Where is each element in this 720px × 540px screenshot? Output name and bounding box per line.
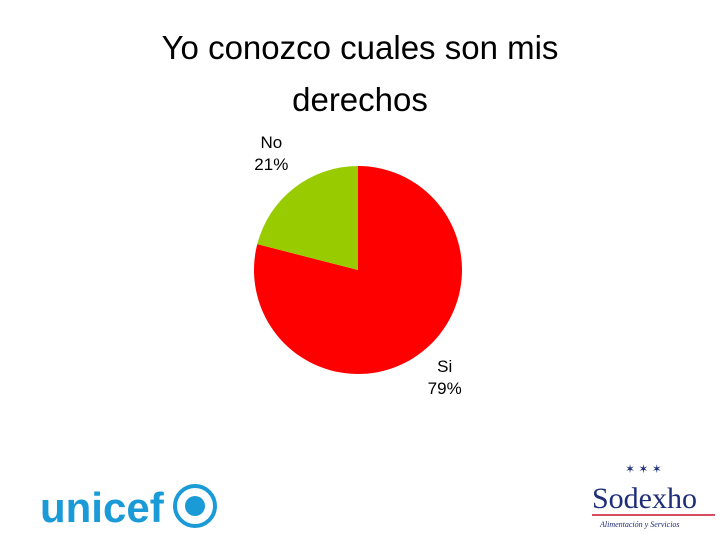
slice-value-label: 21%: [254, 155, 288, 174]
logo-emblem: [173, 484, 217, 528]
slice-label: Si: [437, 357, 452, 376]
slice-value-label: 79%: [428, 379, 462, 398]
pie-slice: [254, 166, 463, 375]
logo-tagline: Alimentación y Servicios: [599, 520, 680, 529]
pie-slice: [257, 166, 358, 270]
logo-stars: ✶ ✶ ✶: [625, 462, 662, 476]
sodexho-logo: Sodexho Alimentación y Servicios ✶ ✶ ✶: [592, 462, 715, 529]
chart-title: Yo conozco cuales son mis derechos: [161, 29, 559, 118]
slice-label: No: [260, 133, 282, 152]
logo-text: unicef: [40, 484, 165, 531]
logo-text: Sodexho: [592, 482, 697, 515]
unicef-logo: unicef: [40, 484, 217, 531]
logo-emblem: [185, 496, 205, 516]
